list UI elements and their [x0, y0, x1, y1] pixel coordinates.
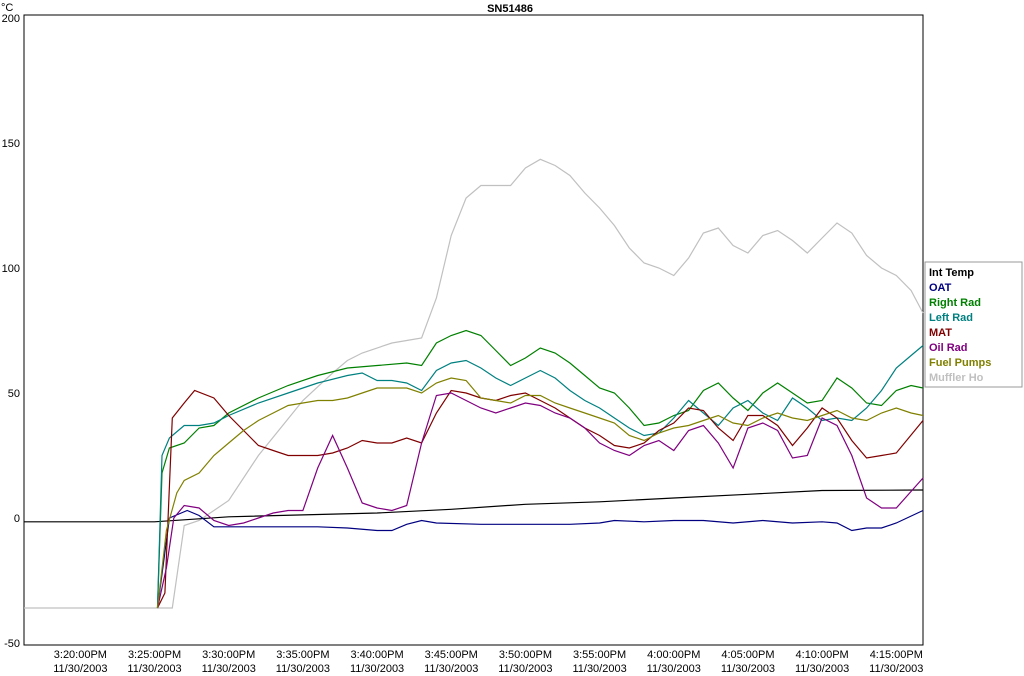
x-tick-date: 11/30/2003 — [647, 663, 701, 675]
x-tick-date: 11/30/2003 — [202, 663, 256, 675]
x-tick-date: 11/30/2003 — [572, 663, 626, 675]
legend-item: Int Temp — [929, 267, 974, 279]
x-tick-date: 11/30/2003 — [424, 663, 478, 675]
x-tick-date: 11/30/2003 — [127, 663, 181, 675]
legend: Int Temp OAT Right Rad Left Rad MAT Oil Rad Fu… — [924, 261, 1023, 388]
x-tick-time: 4:10:00PM — [796, 649, 849, 661]
x-tick-time: 4:05:00PM — [721, 649, 774, 661]
y-tick-label: 0 — [14, 513, 20, 525]
y-tick-label: 200 — [2, 13, 20, 25]
x-axis-ticks: 3:20:00PM 11/30/2003 3:25:00PM 11/30/2003 3:… — [53, 649, 923, 675]
x-tick-date: 11/30/2003 — [53, 663, 107, 675]
legend-item: Muffler Ho — [929, 372, 984, 384]
x-tick-time: 4:15:00PM — [870, 649, 923, 661]
series-line-muffler-ho — [24, 158, 924, 609]
x-tick-time: 4:00:00PM — [647, 649, 700, 661]
legend-box — [924, 261, 1023, 388]
y-axis-ticks: 200 150 100 50 0 -50 — [2, 13, 20, 650]
x-tick-time: 3:40:00PM — [350, 649, 403, 661]
series-lines — [24, 158, 924, 609]
chart-title: SN51486 — [487, 3, 533, 15]
x-tick-time: 3:20:00PM — [54, 649, 107, 661]
y-tick-label: 100 — [2, 263, 20, 275]
x-tick-time: 3:35:00PM — [276, 649, 329, 661]
x-tick-date: 11/30/2003 — [276, 663, 330, 675]
legend-item: Left Rad — [929, 312, 973, 324]
x-tick-date: 11/30/2003 — [721, 663, 775, 675]
y-tick-label: -50 — [4, 638, 20, 650]
y-axis-unit: °C — [1, 2, 13, 14]
series-line-fuel-pumps — [156, 377, 924, 609]
x-tick-time: 3:55:00PM — [573, 649, 626, 661]
x-tick-time: 3:25:00PM — [128, 649, 181, 661]
series-line-oil-rad — [156, 392, 924, 609]
legend-item: MAT — [929, 327, 952, 339]
plot-area — [23, 14, 924, 646]
y-tick-label: 50 — [8, 388, 20, 400]
series-line-mat — [156, 389, 924, 609]
x-tick-time: 3:45:00PM — [425, 649, 478, 661]
x-tick-time: 3:50:00PM — [499, 649, 552, 661]
series-line-left-rad — [156, 345, 924, 609]
legend-item: Oil Rad — [929, 342, 968, 354]
legend-item: Fuel Pumps — [929, 357, 991, 369]
series-line-int-temp — [24, 489, 924, 523]
x-tick-date: 11/30/2003 — [350, 663, 404, 675]
x-tick-date: 11/30/2003 — [498, 663, 552, 675]
y-tick-label: 150 — [2, 138, 20, 150]
series-line-oat — [156, 509, 924, 609]
x-tick-date: 11/30/2003 — [795, 663, 849, 675]
x-tick-time: 3:30:00PM — [202, 649, 255, 661]
legend-item: Right Rad — [929, 297, 981, 309]
x-tick-date: 11/30/2003 — [869, 663, 923, 675]
legend-item: OAT — [929, 282, 952, 294]
series-line-right-rad — [156, 329, 924, 609]
